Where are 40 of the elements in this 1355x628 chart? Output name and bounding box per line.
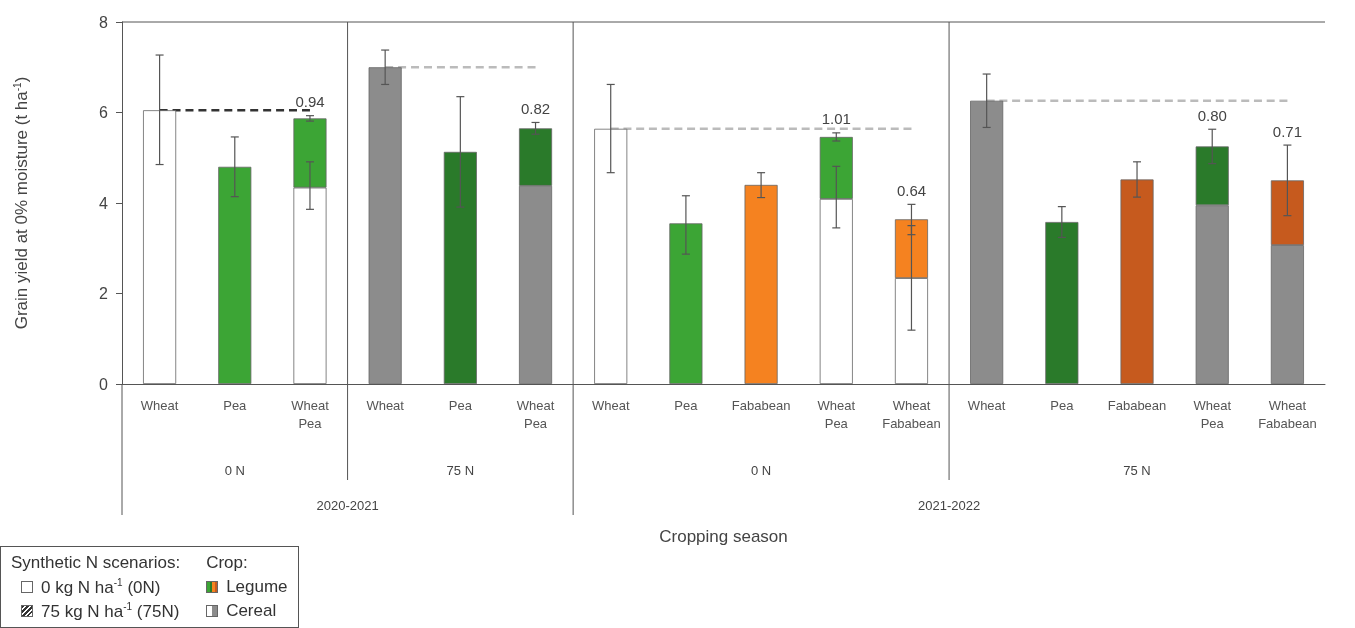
x-tick-label: Wheat Fababean	[882, 397, 941, 431]
x-tick-label: Pea	[448, 397, 473, 413]
x-tick-label: Wheat Pea	[291, 397, 330, 431]
x-tick-label: Fababean	[731, 397, 791, 413]
annotation: 0.64	[896, 181, 927, 199]
text: Cropping season	[659, 526, 788, 546]
text: 0 N	[750, 462, 772, 478]
text: 0 N	[224, 462, 245, 478]
legend-label: Legume	[226, 577, 288, 597]
y-tick-label: 6	[99, 104, 109, 121]
text: Synthetic N scenarios:	[11, 553, 181, 573]
text: 75 kg N ha$^{-1}$ (75N)	[41, 600, 180, 622]
x-tick-label: Pea	[1050, 397, 1075, 413]
text: 0 kg N ha$^{-1}$ (0N)	[41, 576, 161, 598]
y-tick-label: 8	[99, 13, 109, 31]
x-tick-label: Wheat Pea	[516, 397, 555, 431]
x-tick-label: Wheat	[366, 397, 405, 413]
x-tick-label: Wheat Fababean	[1258, 397, 1317, 431]
text: 2020-2021	[316, 497, 379, 513]
annotation: 0.71	[1272, 122, 1303, 140]
x-tick-label: Pea	[674, 397, 699, 413]
x-tick-label: Wheat Pea	[817, 397, 856, 431]
x-tick-label: Fababean	[1107, 397, 1167, 413]
legend-label: Cereal	[226, 601, 277, 621]
annotation: 0.94	[295, 93, 325, 111]
x-tick-label: Wheat	[967, 397, 1006, 413]
text: 75 N	[1123, 462, 1151, 478]
text: 2021-2022	[917, 497, 981, 513]
x-tick-label: Wheat Pea	[1193, 397, 1232, 431]
x-tick-label: Pea	[223, 397, 248, 413]
y-tick-label: 2	[99, 285, 109, 302]
x-tick-label: Wheat	[591, 397, 630, 413]
y-tick-label: 0	[99, 375, 109, 393]
text: 75 N	[446, 462, 475, 478]
annotation: 0.80	[1197, 106, 1227, 124]
annotation: 0.82	[520, 99, 551, 117]
y-tick-label: 4	[99, 194, 109, 212]
annotation: 1.01	[821, 110, 851, 128]
legend-title: Crop:	[206, 552, 249, 574]
x-tick-label: Wheat	[140, 397, 179, 413]
